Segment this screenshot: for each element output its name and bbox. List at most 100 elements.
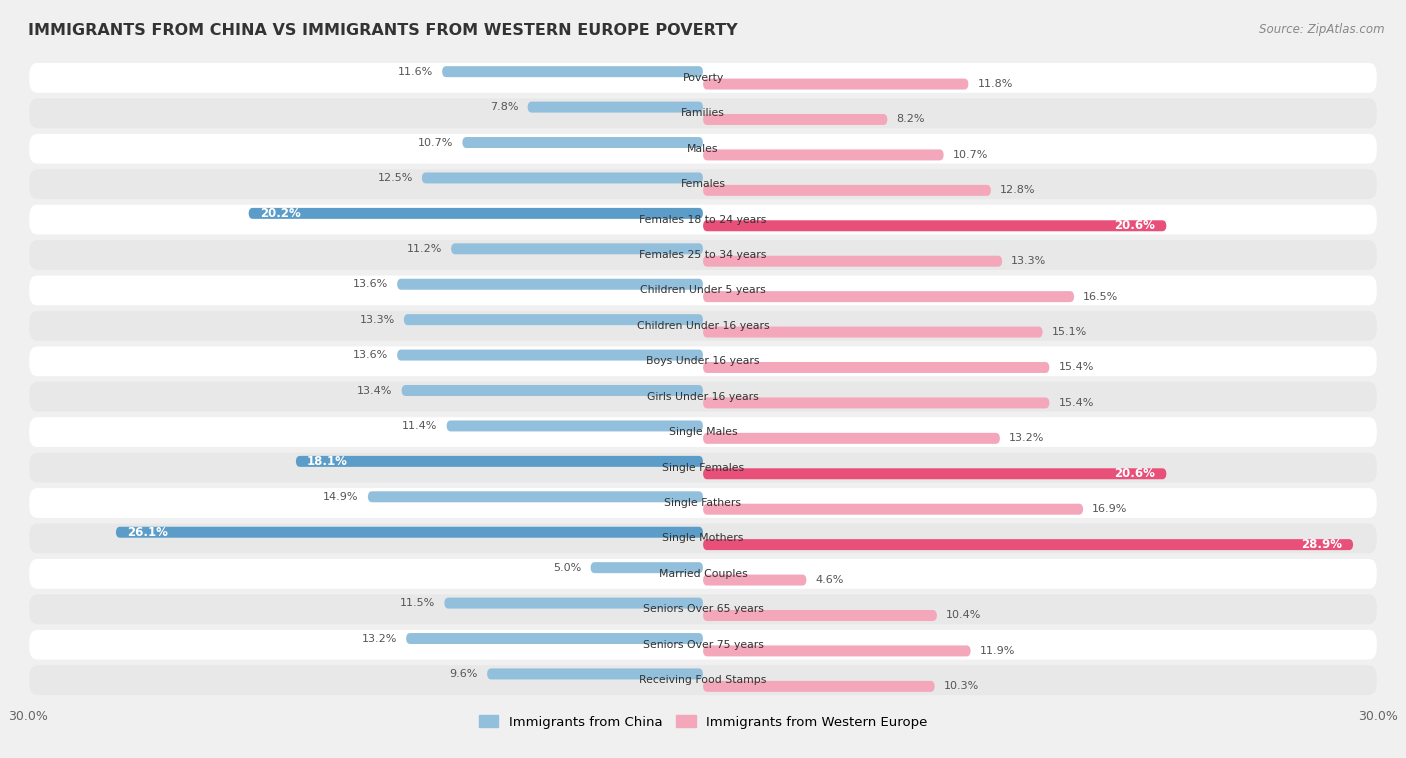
FancyBboxPatch shape [30,559,1376,589]
Text: Single Females: Single Females [662,462,744,472]
FancyBboxPatch shape [30,594,1376,624]
FancyBboxPatch shape [703,185,991,196]
FancyBboxPatch shape [396,349,703,361]
Text: 8.2%: 8.2% [897,114,925,124]
FancyBboxPatch shape [451,243,703,254]
Text: 20.6%: 20.6% [1115,219,1156,232]
Text: 4.6%: 4.6% [815,575,844,585]
Text: 13.6%: 13.6% [353,350,388,360]
Text: Single Mothers: Single Mothers [662,534,744,543]
Text: 11.5%: 11.5% [401,598,436,608]
FancyBboxPatch shape [703,149,943,161]
FancyBboxPatch shape [703,291,1074,302]
FancyBboxPatch shape [30,134,1376,164]
Text: Married Couples: Married Couples [658,568,748,579]
Text: 18.1%: 18.1% [307,455,347,468]
FancyBboxPatch shape [591,562,703,573]
Text: 11.4%: 11.4% [402,421,437,431]
Text: Females 18 to 24 years: Females 18 to 24 years [640,215,766,224]
FancyBboxPatch shape [441,66,703,77]
FancyBboxPatch shape [30,276,1376,305]
Text: 14.9%: 14.9% [323,492,359,502]
FancyBboxPatch shape [396,279,703,290]
FancyBboxPatch shape [30,169,1376,199]
Text: 15.1%: 15.1% [1052,327,1087,337]
Text: Girls Under 16 years: Girls Under 16 years [647,392,759,402]
FancyBboxPatch shape [703,681,935,692]
Text: Seniors Over 65 years: Seniors Over 65 years [643,604,763,614]
FancyBboxPatch shape [295,456,703,467]
Text: Families: Families [681,108,725,118]
FancyBboxPatch shape [463,137,703,148]
Text: Children Under 5 years: Children Under 5 years [640,286,766,296]
Text: Source: ZipAtlas.com: Source: ZipAtlas.com [1260,23,1385,36]
Text: 13.3%: 13.3% [360,315,395,324]
FancyBboxPatch shape [703,255,1002,267]
Text: 10.7%: 10.7% [953,150,988,160]
FancyBboxPatch shape [406,633,703,644]
FancyBboxPatch shape [486,669,703,679]
FancyBboxPatch shape [703,468,1167,479]
FancyBboxPatch shape [402,385,703,396]
Text: 26.1%: 26.1% [127,526,167,539]
Text: 11.8%: 11.8% [977,79,1012,89]
FancyBboxPatch shape [30,382,1376,412]
Text: 16.9%: 16.9% [1092,504,1128,514]
FancyBboxPatch shape [30,488,1376,518]
Text: 11.9%: 11.9% [980,646,1015,656]
Text: 13.4%: 13.4% [357,386,392,396]
FancyBboxPatch shape [115,527,703,537]
Text: 11.6%: 11.6% [398,67,433,77]
Text: Females 25 to 34 years: Females 25 to 34 years [640,250,766,260]
FancyBboxPatch shape [30,311,1376,341]
Legend: Immigrants from China, Immigrants from Western Europe: Immigrants from China, Immigrants from W… [474,710,932,735]
Text: Boys Under 16 years: Boys Under 16 years [647,356,759,366]
FancyBboxPatch shape [30,666,1376,695]
Text: 28.9%: 28.9% [1301,538,1341,551]
Text: 13.2%: 13.2% [361,634,396,644]
FancyBboxPatch shape [30,240,1376,270]
Text: Receiving Food Stamps: Receiving Food Stamps [640,675,766,685]
Text: 11.2%: 11.2% [406,244,441,254]
Text: Single Males: Single Males [669,428,737,437]
Text: Poverty: Poverty [682,73,724,83]
Text: 20.6%: 20.6% [1115,467,1156,481]
FancyBboxPatch shape [404,314,703,325]
FancyBboxPatch shape [30,417,1376,447]
FancyBboxPatch shape [30,99,1376,128]
Text: 13.3%: 13.3% [1011,256,1046,266]
FancyBboxPatch shape [30,453,1376,482]
Text: IMMIGRANTS FROM CHINA VS IMMIGRANTS FROM WESTERN EUROPE POVERTY: IMMIGRANTS FROM CHINA VS IMMIGRANTS FROM… [28,23,738,38]
Text: 9.6%: 9.6% [450,669,478,679]
Text: 10.4%: 10.4% [946,610,981,621]
Text: 15.4%: 15.4% [1059,398,1094,408]
FancyBboxPatch shape [703,645,970,656]
FancyBboxPatch shape [422,173,703,183]
Text: 15.4%: 15.4% [1059,362,1094,372]
Text: Single Fathers: Single Fathers [665,498,741,508]
Text: 13.2%: 13.2% [1010,434,1045,443]
Text: Females: Females [681,179,725,190]
FancyBboxPatch shape [703,433,1000,444]
FancyBboxPatch shape [703,575,807,585]
Text: 13.6%: 13.6% [353,279,388,290]
Text: 12.8%: 12.8% [1000,186,1035,196]
FancyBboxPatch shape [30,205,1376,234]
FancyBboxPatch shape [249,208,703,219]
FancyBboxPatch shape [30,524,1376,553]
FancyBboxPatch shape [703,362,1049,373]
FancyBboxPatch shape [703,504,1083,515]
Text: Seniors Over 75 years: Seniors Over 75 years [643,640,763,650]
FancyBboxPatch shape [30,346,1376,376]
FancyBboxPatch shape [368,491,703,503]
FancyBboxPatch shape [703,114,887,125]
FancyBboxPatch shape [703,327,1043,337]
FancyBboxPatch shape [447,421,703,431]
Text: 20.2%: 20.2% [260,207,301,220]
FancyBboxPatch shape [703,221,1167,231]
Text: 10.3%: 10.3% [943,681,979,691]
FancyBboxPatch shape [703,610,936,621]
Text: 10.7%: 10.7% [418,137,453,148]
FancyBboxPatch shape [703,79,969,89]
FancyBboxPatch shape [30,630,1376,659]
